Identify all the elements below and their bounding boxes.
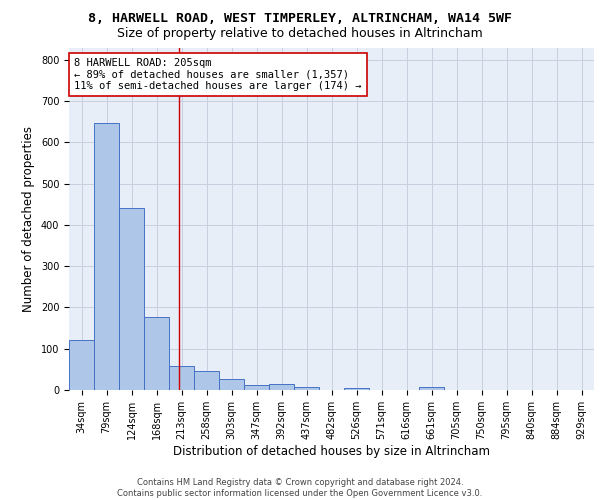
Bar <box>294 386 319 390</box>
Bar <box>219 380 244 390</box>
Bar <box>244 384 269 390</box>
Text: 8, HARWELL ROAD, WEST TIMPERLEY, ALTRINCHAM, WA14 5WF: 8, HARWELL ROAD, WEST TIMPERLEY, ALTRINC… <box>88 12 512 26</box>
Text: 8 HARWELL ROAD: 205sqm
← 89% of detached houses are smaller (1,357)
11% of semi-: 8 HARWELL ROAD: 205sqm ← 89% of detached… <box>74 58 362 91</box>
Bar <box>269 384 294 390</box>
Bar <box>169 366 194 390</box>
Text: Contains HM Land Registry data © Crown copyright and database right 2024.
Contai: Contains HM Land Registry data © Crown c… <box>118 478 482 498</box>
Bar <box>419 386 444 390</box>
Bar <box>194 372 219 390</box>
Y-axis label: Number of detached properties: Number of detached properties <box>22 126 35 312</box>
Bar <box>94 122 119 390</box>
Bar <box>119 208 144 390</box>
Bar <box>344 388 369 390</box>
X-axis label: Distribution of detached houses by size in Altrincham: Distribution of detached houses by size … <box>173 444 490 458</box>
Bar <box>144 316 169 390</box>
Bar <box>69 340 94 390</box>
Text: Size of property relative to detached houses in Altrincham: Size of property relative to detached ho… <box>117 28 483 40</box>
